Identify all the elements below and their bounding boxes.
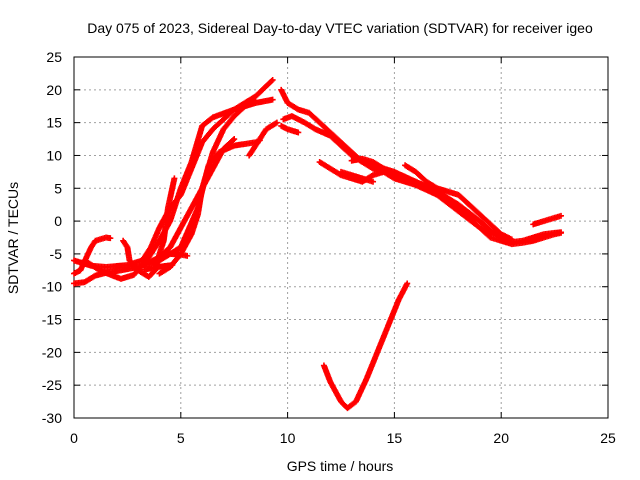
y-tick-label: -25 — [42, 377, 62, 393]
x-tick-label: 15 — [387, 430, 403, 446]
x-tick-label: 25 — [600, 430, 616, 446]
data-point — [171, 175, 178, 182]
data-point — [380, 165, 387, 172]
series-arc-1 — [71, 234, 114, 277]
data-series — [71, 76, 565, 412]
series-arc-10 — [246, 119, 280, 159]
plot-frame — [73, 56, 609, 419]
y-tick-label: 5 — [54, 180, 62, 196]
series-arc-16 — [348, 155, 387, 172]
y-tick-label: -30 — [42, 410, 62, 426]
y-tick-label: 25 — [46, 49, 62, 65]
y-axis-label: SDTVAR / TECUs — [5, 182, 21, 294]
data-point — [558, 212, 565, 219]
series-arc-19 — [320, 280, 411, 412]
series-arc-11 — [278, 86, 565, 246]
data-point — [230, 137, 237, 144]
data-point — [268, 77, 275, 84]
x-tick-label: 0 — [70, 430, 78, 446]
grid-lines — [74, 57, 608, 418]
y-tick-label: -15 — [42, 312, 62, 328]
y-tick-label: 20 — [46, 82, 62, 98]
y-tick-label: 10 — [46, 147, 62, 163]
data-point — [184, 252, 191, 259]
data-point — [487, 231, 494, 238]
data-point — [295, 129, 302, 136]
data-point — [508, 236, 515, 243]
data-point — [269, 96, 276, 103]
y-tick-label: 15 — [46, 115, 62, 131]
data-point — [273, 119, 280, 126]
data-point — [231, 136, 238, 143]
x-tick-label: 10 — [280, 430, 296, 446]
series-arc-15 — [338, 168, 377, 185]
data-point — [404, 280, 411, 287]
x-axis-label: GPS time / hours — [287, 458, 394, 474]
data-point — [558, 229, 565, 236]
y-tick-label: -10 — [42, 279, 62, 295]
y-tick-label: 0 — [54, 213, 62, 229]
chart-title: Day 075 of 2023, Sidereal Day-to-day VTE… — [87, 20, 593, 36]
y-tick-label: -20 — [42, 344, 62, 360]
data-point — [269, 76, 276, 83]
x-tick-label: 20 — [493, 430, 509, 446]
series-arc-9 — [156, 136, 238, 277]
series-arc-18 — [530, 212, 565, 228]
data-point — [370, 178, 377, 185]
axis-ticks: 0 5 10 15 20 25 -30 -25 -20 -15 -10 -5 0 5 10 15 20 25 — [42, 49, 616, 446]
data-point — [252, 97, 259, 104]
x-tick-label: 5 — [177, 430, 185, 446]
data-point — [107, 235, 114, 242]
y-tick-label: -5 — [50, 246, 63, 262]
series-arc-17 — [402, 162, 515, 243]
series-arc-5 — [120, 175, 178, 280]
series-arc-13 — [278, 122, 302, 136]
